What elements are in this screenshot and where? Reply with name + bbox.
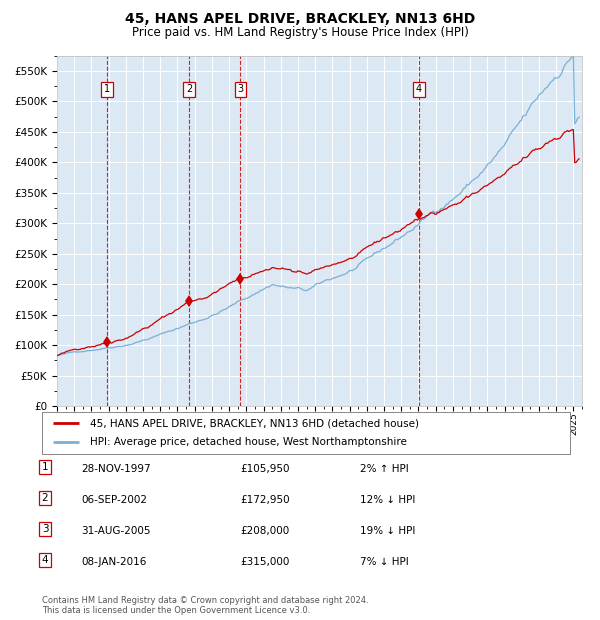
Text: £105,950: £105,950 [240,464,290,474]
Text: 31-AUG-2005: 31-AUG-2005 [81,526,151,536]
Text: 2% ↑ HPI: 2% ↑ HPI [360,464,409,474]
Text: £208,000: £208,000 [240,526,289,536]
Text: 3: 3 [238,84,244,94]
Text: Contains HM Land Registry data © Crown copyright and database right 2024.
This d: Contains HM Land Registry data © Crown c… [42,596,368,615]
Text: Price paid vs. HM Land Registry's House Price Index (HPI): Price paid vs. HM Land Registry's House … [131,26,469,39]
Text: 19% ↓ HPI: 19% ↓ HPI [360,526,415,536]
Text: 12% ↓ HPI: 12% ↓ HPI [360,495,415,505]
Text: 4: 4 [41,555,49,565]
Text: HPI: Average price, detached house, West Northamptonshire: HPI: Average price, detached house, West… [89,438,406,448]
Text: 3: 3 [41,524,49,534]
Text: 4: 4 [416,84,422,94]
Text: 1: 1 [104,84,110,94]
Text: £315,000: £315,000 [240,557,289,567]
Text: 45, HANS APEL DRIVE, BRACKLEY, NN13 6HD (detached house): 45, HANS APEL DRIVE, BRACKLEY, NN13 6HD … [89,418,419,428]
Text: 08-JAN-2016: 08-JAN-2016 [81,557,146,567]
Text: £172,950: £172,950 [240,495,290,505]
Text: 7% ↓ HPI: 7% ↓ HPI [360,557,409,567]
Text: 28-NOV-1997: 28-NOV-1997 [81,464,151,474]
Text: 45, HANS APEL DRIVE, BRACKLEY, NN13 6HD: 45, HANS APEL DRIVE, BRACKLEY, NN13 6HD [125,12,475,27]
Text: 2: 2 [41,493,49,503]
Text: 2: 2 [186,84,193,94]
Text: 1: 1 [41,462,49,472]
Text: 06-SEP-2002: 06-SEP-2002 [81,495,147,505]
